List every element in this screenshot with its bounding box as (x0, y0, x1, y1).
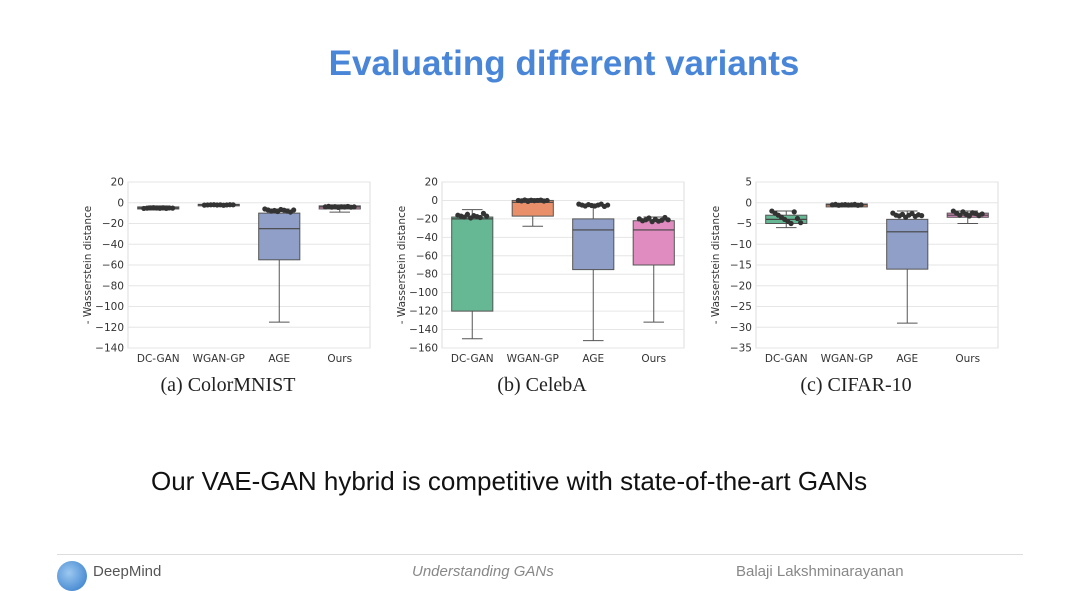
data-point (230, 202, 236, 208)
boxplot-cifar10: 5 0 −5 −10 −15 −20 −25 −30 −35 - Wasserstein dist… (710, 177, 999, 365)
y-tick-label: 0 (117, 197, 124, 209)
slide-title: Evaluating different variants (328, 44, 800, 83)
chart-caption: (a) ColorMNIST (160, 374, 296, 396)
slide-tagline: Our VAE-GAN hybrid is competitive with s… (151, 466, 868, 496)
y-tick-label: −20 (416, 213, 438, 225)
x-tick-label: WGAN-GP (821, 353, 873, 365)
x-tick-label: DC-GAN (451, 353, 494, 365)
y-tick-label: −10 (730, 239, 752, 251)
data-point (979, 211, 985, 217)
chart-panel-colormnist: 20 0 −20 −40 −60 −80 −100 −120 −140 - Wasserstein… (78, 168, 378, 408)
y-tick-label: −100 (409, 287, 438, 299)
y-tick-label: −140 (95, 343, 124, 355)
x-tick-label: AGE (268, 353, 290, 365)
data-point (966, 213, 972, 219)
data-point (665, 217, 671, 223)
data-point (170, 205, 176, 211)
data-point (544, 197, 550, 204)
y-tick-label: 0 (431, 195, 438, 207)
y-tick-label: −20 (102, 218, 124, 230)
data-point (794, 215, 801, 222)
footer-talk-title: Understanding GANs (412, 563, 554, 580)
box-age (572, 218, 615, 271)
data-point (484, 213, 490, 219)
y-tick-label: −15 (730, 260, 752, 272)
y-tick-label: −100 (95, 301, 124, 313)
box-ours (632, 220, 675, 266)
x-tick-label: Ours (641, 353, 666, 365)
y-tick-label: −120 (95, 322, 124, 334)
chart-panel-cifar10: 5 0 −5 −10 −15 −20 −25 −30 −35 - Wasserstein dist… (706, 168, 1006, 408)
slide-footer: DeepMind Understanding GANs Balaji Laksh… (0, 561, 1080, 591)
x-tick-label: AGE (896, 353, 918, 365)
x-tick-label: AGE (582, 353, 604, 365)
y-tick-label: −140 (409, 324, 438, 336)
box-dc-gan (451, 216, 494, 312)
y-axis-label: - Wasserstein distance (710, 206, 722, 324)
y-tick-label: −20 (730, 280, 752, 292)
y-tick-label: −120 (409, 306, 438, 318)
y-tick-label: −60 (416, 250, 438, 262)
footer-organization: DeepMind (93, 563, 162, 580)
chart-caption: (c) CIFAR-10 (800, 374, 912, 396)
y-tick-label: −40 (416, 232, 438, 244)
data-point (858, 202, 864, 208)
boxplot-celeba: 20 0 −20 −40 −60 −80 −100 −120 −140 −160 - Wassers… (396, 177, 685, 365)
chart-panel-celeba: 20 0 −20 −40 −60 −80 −100 −120 −140 −160 - Wassers… (392, 168, 692, 408)
y-axis-label: - Wasserstein distance (396, 206, 408, 324)
x-tick-label: WGAN-GP (507, 353, 559, 365)
data-point (791, 209, 797, 215)
y-tick-label: −80 (102, 280, 124, 292)
box-age (258, 212, 301, 261)
x-tick-label: WGAN-GP (193, 353, 245, 365)
box-age (886, 218, 929, 270)
x-tick-label: DC-GAN (137, 353, 180, 365)
y-tick-label: 5 (745, 177, 752, 189)
x-tick-label: Ours (955, 353, 980, 365)
x-tick-label: DC-GAN (765, 353, 808, 365)
chart-caption: (b) CelebA (497, 374, 587, 396)
y-tick-label: −30 (730, 322, 752, 334)
y-axis-label: - Wasserstein distance (82, 206, 94, 324)
data-point (646, 215, 652, 221)
y-tick-label: −5 (737, 218, 752, 230)
data-point (291, 207, 297, 213)
y-tick-label: 20 (111, 177, 124, 189)
data-point (477, 214, 483, 221)
x-tick-label: Ours (327, 353, 352, 365)
data-point (464, 211, 471, 217)
footer-divider (57, 554, 1023, 555)
y-tick-label: −35 (730, 343, 752, 355)
footer-author: Balaji Lakshminarayanan (736, 563, 904, 580)
y-tick-label: −160 (409, 343, 438, 355)
y-tick-label: 0 (745, 197, 752, 209)
data-point (351, 204, 357, 210)
data-point (798, 220, 804, 226)
deepmind-logo-icon (57, 561, 87, 591)
y-tick-label: −60 (102, 260, 124, 272)
data-point (957, 212, 963, 218)
data-point (919, 213, 925, 219)
data-point (605, 202, 611, 208)
y-tick-label: −40 (102, 239, 124, 251)
data-point (788, 220, 794, 227)
y-tick-label: −25 (730, 301, 752, 313)
y-tick-label: −80 (416, 269, 438, 281)
boxplot-colormnist: 20 0 −20 −40 −60 −80 −100 −120 −140 - Wasserstein… (82, 177, 371, 365)
y-tick-label: 20 (425, 177, 438, 189)
